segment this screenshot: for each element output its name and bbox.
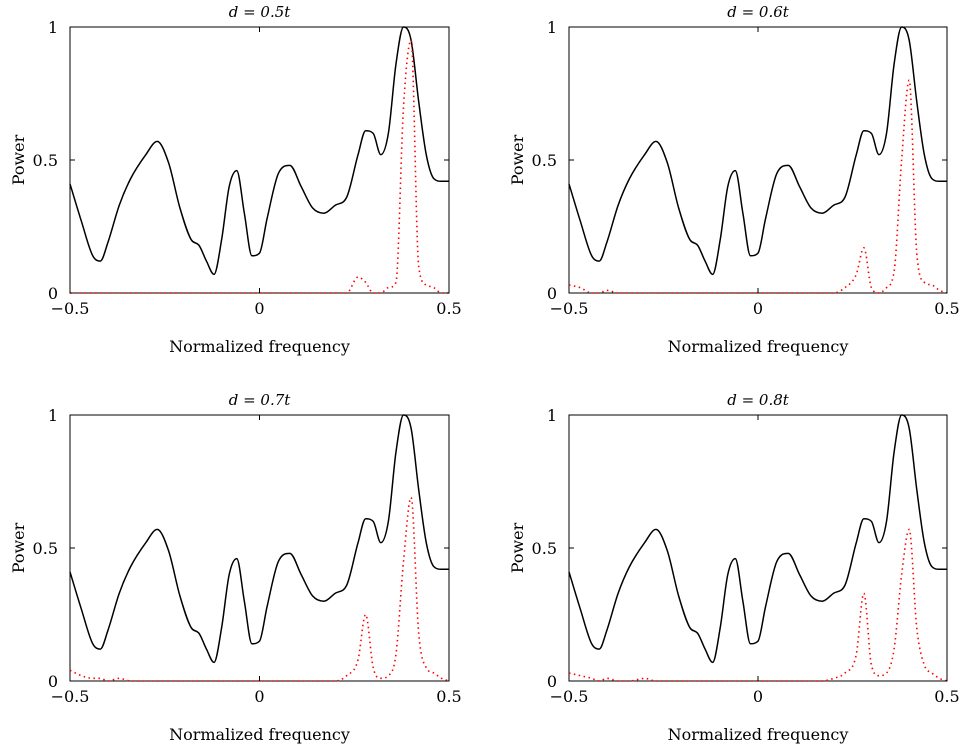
x-tick-label: 0 <box>254 687 264 706</box>
y-tick-label: 0 <box>48 284 58 303</box>
x-tick-label: 0 <box>254 299 264 318</box>
x-axis-label: Normalized frequency <box>668 725 849 744</box>
y-tick-label: 0.5 <box>33 539 58 558</box>
x-tick-label: 0.5 <box>436 299 461 318</box>
x-axis-label: Normalized frequency <box>169 725 350 744</box>
chart-title: d = 0.8t <box>727 391 790 409</box>
y-tick-label: 0.5 <box>532 151 557 170</box>
y-axis-label: Power <box>508 134 527 185</box>
y-tick-label: 1 <box>547 406 557 425</box>
chart-title: d = 0.7t <box>229 391 292 409</box>
y-axis-label: Power <box>9 522 28 573</box>
series-line-solid <box>70 415 449 662</box>
series-line-solid <box>569 27 947 274</box>
y-tick-label: 0 <box>547 284 557 303</box>
x-tick-label: 0.5 <box>934 299 959 318</box>
x-tick-label: 0 <box>753 687 763 706</box>
y-tick-label: 0.5 <box>33 151 58 170</box>
x-tick-label: 0.5 <box>934 687 959 706</box>
x-axis-label: Normalized frequency <box>169 337 350 356</box>
y-tick-label: 1 <box>48 406 58 425</box>
y-tick-label: 0 <box>48 672 58 691</box>
y-axis-label: Power <box>9 134 28 185</box>
y-tick-label: 1 <box>547 18 557 37</box>
series-line-solid <box>569 415 947 662</box>
series-line-solid <box>70 27 449 274</box>
y-tick-label: 1 <box>48 18 58 37</box>
series-line-dotted <box>70 40 449 293</box>
chart-title: d = 0.6t <box>727 3 790 21</box>
y-axis-label: Power <box>508 522 527 573</box>
x-tick-label: 0.5 <box>436 687 461 706</box>
chart-title: d = 0.5t <box>229 3 292 21</box>
y-tick-label: 0.5 <box>532 539 557 558</box>
y-tick-label: 0 <box>547 672 557 691</box>
series-line-dotted <box>70 497 449 681</box>
x-axis-label: Normalized frequency <box>668 337 849 356</box>
series-line-dotted <box>569 529 947 681</box>
x-tick-label: 0 <box>753 299 763 318</box>
